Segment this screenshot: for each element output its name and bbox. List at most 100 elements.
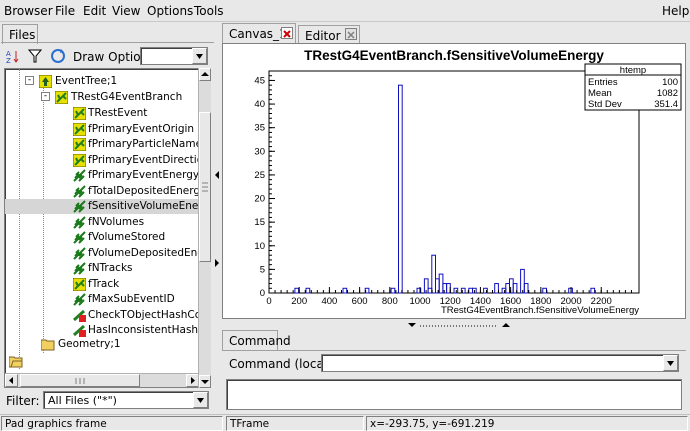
- tree-item[interactable]: TRestEvent: [71, 106, 197, 121]
- tree-item[interactable]: fVolumeDepositedEnergy: [71, 246, 199, 261]
- menu-view[interactable]: View: [112, 4, 141, 18]
- tree-item-geometry[interactable]: Geometry;1: [40, 337, 199, 352]
- menu-edit[interactable]: Edit: [83, 4, 107, 18]
- command-input[interactable]: [321, 354, 679, 372]
- tree-item-label: fPrimaryParticleName: [88, 138, 200, 150]
- tree-item[interactable]: CheckTObjectHashConsiste: [71, 308, 199, 323]
- stats-value: 1082: [657, 88, 678, 99]
- menu-browser[interactable]: Browser: [4, 4, 53, 18]
- method-icon: [72, 309, 86, 322]
- leaf-icon: [73, 169, 86, 182]
- histogram-bin: [494, 283, 499, 294]
- scroll-up-icon[interactable]: [199, 68, 211, 81]
- collapse-icon[interactable]: -: [25, 76, 34, 85]
- x-axis-label: TRestG4EventBranch.fSensitiveVolumeEnerg…: [441, 305, 639, 316]
- leaf-icon: [73, 262, 86, 275]
- refresh-icon[interactable]: [50, 48, 66, 64]
- tree-item[interactable]: fTrack: [71, 277, 197, 292]
- filter-select[interactable]: All Files ("*"): [43, 391, 209, 409]
- histogram-bin: [390, 287, 396, 294]
- menu-help[interactable]: Help: [662, 4, 690, 18]
- leaf-icon: [73, 231, 86, 244]
- horizontal-scrollbar[interactable]: [5, 373, 199, 387]
- filter-label: Filter:: [6, 394, 40, 408]
- close-icon[interactable]: [345, 28, 357, 40]
- histogram-chart: TRestG4EventBranch.fSensitiveVolumeEnerg…: [254, 48, 682, 316]
- filter-icon[interactable]: [27, 48, 43, 64]
- scroll-left-icon[interactable]: [5, 374, 18, 387]
- chevron-down-icon[interactable]: [663, 355, 678, 371]
- histogram-bin: [468, 287, 474, 294]
- tab-canvas[interactable]: Canvas_1: [222, 23, 296, 43]
- chevron-down-icon[interactable]: [192, 48, 207, 64]
- scroll-down-icon[interactable]: [199, 375, 211, 388]
- x-tick-label: 1200: [440, 296, 461, 307]
- tree-item[interactable]: fPrimaryEventOrigin: [71, 122, 197, 137]
- menu-tools[interactable]: Tools: [194, 4, 224, 18]
- tree-item-branch[interactable]: - TRestG4EventBranch: [41, 90, 199, 105]
- menu-options[interactable]: Options: [147, 4, 194, 18]
- x-tick-label: 2000: [560, 296, 581, 307]
- tree-item[interactable]: HasInconsistentHash(): [71, 323, 199, 338]
- branch-icon: [72, 277, 87, 291]
- tab-editor[interactable]: Editor 1: [298, 25, 360, 43]
- x-tick-label: 0: [266, 296, 271, 307]
- tree-item[interactable]: fTotalDepositedEnergy: [71, 184, 200, 199]
- histogram-bin: [398, 84, 403, 294]
- tab-files[interactable]: Files: [2, 24, 38, 44]
- vertical-scrollbar[interactable]: [198, 68, 211, 388]
- scroll-thumb[interactable]: [199, 112, 211, 262]
- tree-item[interactable]: fNTracks: [71, 261, 197, 276]
- svg-text:Z: Z: [6, 57, 11, 64]
- histogram-bin: [438, 273, 444, 294]
- tree-item[interactable]: fSensitiveVolumeEnergy: [5, 199, 199, 214]
- histogram-bin: [416, 287, 422, 294]
- tree-item-label: fNVolumes: [88, 215, 145, 228]
- leaf-icon: [73, 200, 86, 213]
- tree-item[interactable]: fPrimaryEventEnergy: [71, 168, 199, 183]
- close-icon[interactable]: [281, 27, 293, 39]
- status-coordinates: x=-293.75, y=-691.219: [366, 416, 688, 431]
- draw-option-select[interactable]: [140, 47, 208, 65]
- histogram-bin: [520, 268, 525, 294]
- tree-item-eventtree[interactable]: - EventTree;1: [25, 74, 195, 89]
- tree-item[interactable]: fNVolumes: [71, 215, 197, 230]
- histogram-bin: [505, 283, 510, 294]
- tree-item[interactable]: fPrimaryParticleName: [71, 137, 200, 152]
- tree-item-label: TRestEvent: [88, 107, 148, 119]
- folder-icon[interactable]: [8, 355, 23, 368]
- stats-label: Entries: [588, 77, 618, 88]
- histogram-bin: [512, 283, 518, 294]
- horizontal-splitter[interactable]: [222, 320, 686, 328]
- y-tick-label: 0: [260, 288, 265, 299]
- x-tick-label: 1600: [500, 296, 521, 307]
- collapse-icon[interactable]: -: [41, 92, 50, 101]
- tree-item-label: fPrimaryEventOrigin: [88, 122, 195, 135]
- histogram-bin: [590, 287, 596, 294]
- menu-file[interactable]: File: [55, 4, 76, 18]
- expand-right-icon[interactable]: [214, 258, 220, 268]
- draw-option-label: Draw Option:: [73, 50, 153, 64]
- tree-item[interactable]: fVolumeStored: [71, 230, 197, 245]
- tree-item[interactable]: fMaxSubEventID: [71, 292, 197, 307]
- status-object: Pad graphics frame: [1, 416, 223, 431]
- scroll-thumb[interactable]: [20, 374, 140, 387]
- tree-item-label: fTotalDepositedEnergy: [88, 184, 200, 197]
- tree-item-label: Geometry;1: [58, 338, 121, 350]
- histogram-bin: [431, 254, 437, 294]
- plot-frame: [268, 70, 640, 294]
- branch-icon: [72, 122, 87, 136]
- canvas[interactable]: TRestG4EventBranch.fSensitiveVolumeEnerg…: [222, 43, 686, 319]
- y-tick-label: 30: [254, 146, 265, 157]
- tree-item-label: EventTree;1: [55, 75, 118, 87]
- command-output: [226, 379, 682, 410]
- tree-item[interactable]: fPrimaryEventDirection: [71, 153, 199, 168]
- menu-bar: Browser File Edit View Options Tools Hel…: [0, 0, 690, 22]
- chevron-down-icon[interactable]: [193, 392, 208, 408]
- tab-command[interactable]: Command: [222, 330, 291, 350]
- scroll-right-icon[interactable]: [186, 374, 199, 387]
- histogram-bin: [342, 287, 348, 294]
- histogram-bin: [542, 287, 547, 294]
- collapse-left-icon[interactable]: [214, 170, 220, 180]
